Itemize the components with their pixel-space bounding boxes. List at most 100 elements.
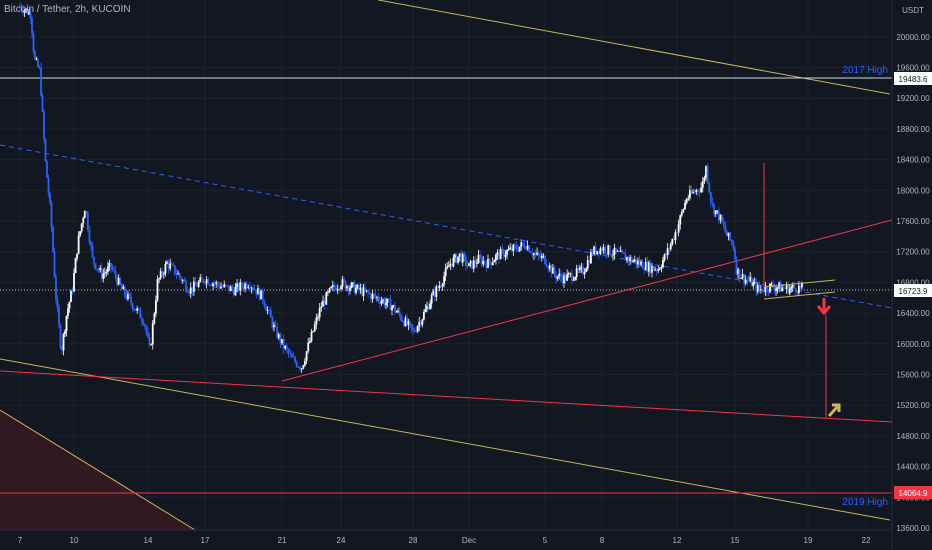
candle-body — [638, 260, 641, 265]
candle-body — [749, 277, 752, 281]
candle-body — [62, 334, 65, 351]
candle-body — [677, 224, 680, 233]
candle-body — [315, 317, 318, 325]
candle-body — [261, 290, 264, 301]
candle-body — [708, 182, 711, 193]
y-tick-label: 13600.00 — [896, 524, 930, 533]
yellow-trendline-diag — [0, 409, 196, 531]
candle-body — [443, 276, 446, 285]
candle-body — [582, 266, 584, 275]
candle-body — [220, 286, 222, 289]
candle-body — [403, 321, 405, 326]
candle-body — [169, 263, 172, 269]
candle-body — [394, 305, 396, 313]
svg-text:14064.9: 14064.9 — [899, 489, 928, 498]
candle-body — [785, 284, 788, 289]
candle-body — [737, 269, 739, 274]
candle-body — [49, 193, 51, 203]
candle-body — [385, 302, 387, 306]
candle-body — [773, 287, 776, 291]
candle-body — [784, 288, 787, 289]
candle-body — [299, 367, 301, 370]
y-tick-label: 18000.00 — [896, 186, 930, 195]
candle-body — [162, 273, 165, 275]
candle-body — [621, 250, 624, 253]
candle-body — [111, 267, 114, 270]
candle-body — [566, 274, 569, 281]
y-axis: 13600.0014000.0014400.0014800.0015200.00… — [896, 33, 930, 533]
candle-body — [404, 317, 407, 326]
candle-body — [25, 8, 27, 11]
candle-body — [117, 277, 120, 285]
candle-body — [37, 59, 39, 67]
x-tick-label: 10 — [70, 536, 79, 545]
candle-body — [183, 279, 186, 282]
candle-body — [629, 257, 632, 262]
candle-body — [229, 286, 232, 292]
candle-body — [693, 191, 696, 193]
candle-body — [140, 318, 143, 322]
candle-body — [68, 301, 71, 309]
candle-body — [534, 253, 537, 255]
candle-body — [583, 271, 586, 275]
candle-body — [490, 262, 493, 265]
candle-body — [370, 293, 372, 300]
candle-body — [772, 283, 774, 288]
candle-body — [320, 306, 323, 308]
candle-body — [766, 286, 768, 292]
y-tick-label: 15200.00 — [896, 401, 930, 410]
candle-body — [756, 285, 759, 292]
candle-body — [155, 300, 157, 314]
candle-body — [446, 266, 449, 269]
candle-body — [496, 252, 499, 255]
candle-body — [53, 251, 56, 278]
candle-body — [564, 275, 567, 281]
y-tick-label: 14800.00 — [896, 432, 930, 441]
candle-body — [452, 257, 455, 267]
candle-body — [47, 178, 50, 194]
candle-body — [510, 247, 513, 252]
candle-body — [65, 315, 68, 332]
candle-body — [440, 285, 442, 287]
candle-body — [110, 263, 112, 268]
candle-body — [775, 288, 777, 291]
candle-body — [221, 286, 224, 288]
candle-body — [480, 257, 483, 265]
candle-body — [224, 284, 227, 286]
candle-body — [622, 252, 625, 254]
candle-body — [308, 341, 311, 343]
candle-body — [125, 295, 128, 299]
candle-body — [732, 242, 735, 249]
candle-body — [521, 242, 524, 245]
candle-body — [359, 287, 362, 290]
candle-body — [410, 323, 413, 329]
candle-body — [767, 291, 770, 293]
candle-body — [512, 244, 515, 252]
candle-body — [430, 295, 433, 304]
candle-body — [287, 349, 290, 354]
y-tick-label: 14400.00 — [896, 463, 930, 472]
candle-body — [307, 342, 310, 352]
candle-body — [289, 353, 292, 355]
candle-body — [210, 284, 213, 286]
x-tick-label: 8 — [600, 536, 605, 545]
candle-body — [142, 321, 145, 325]
candle-body — [633, 259, 636, 261]
candle-body — [86, 213, 89, 230]
candle-body — [755, 281, 758, 292]
candle-body — [197, 281, 200, 287]
candle-body — [578, 267, 581, 271]
candle-body — [501, 249, 504, 250]
candle-body — [550, 265, 553, 274]
candle-body — [539, 255, 542, 258]
candle-body — [34, 51, 36, 60]
price-tag-2017-high: 19483.6 — [894, 72, 932, 85]
candle-body — [469, 261, 472, 264]
candle-body — [601, 248, 603, 251]
candle-body — [781, 287, 784, 292]
candle-body — [406, 317, 408, 325]
candle-body — [213, 283, 216, 285]
candle-body — [268, 309, 271, 311]
candle-body — [729, 232, 732, 240]
